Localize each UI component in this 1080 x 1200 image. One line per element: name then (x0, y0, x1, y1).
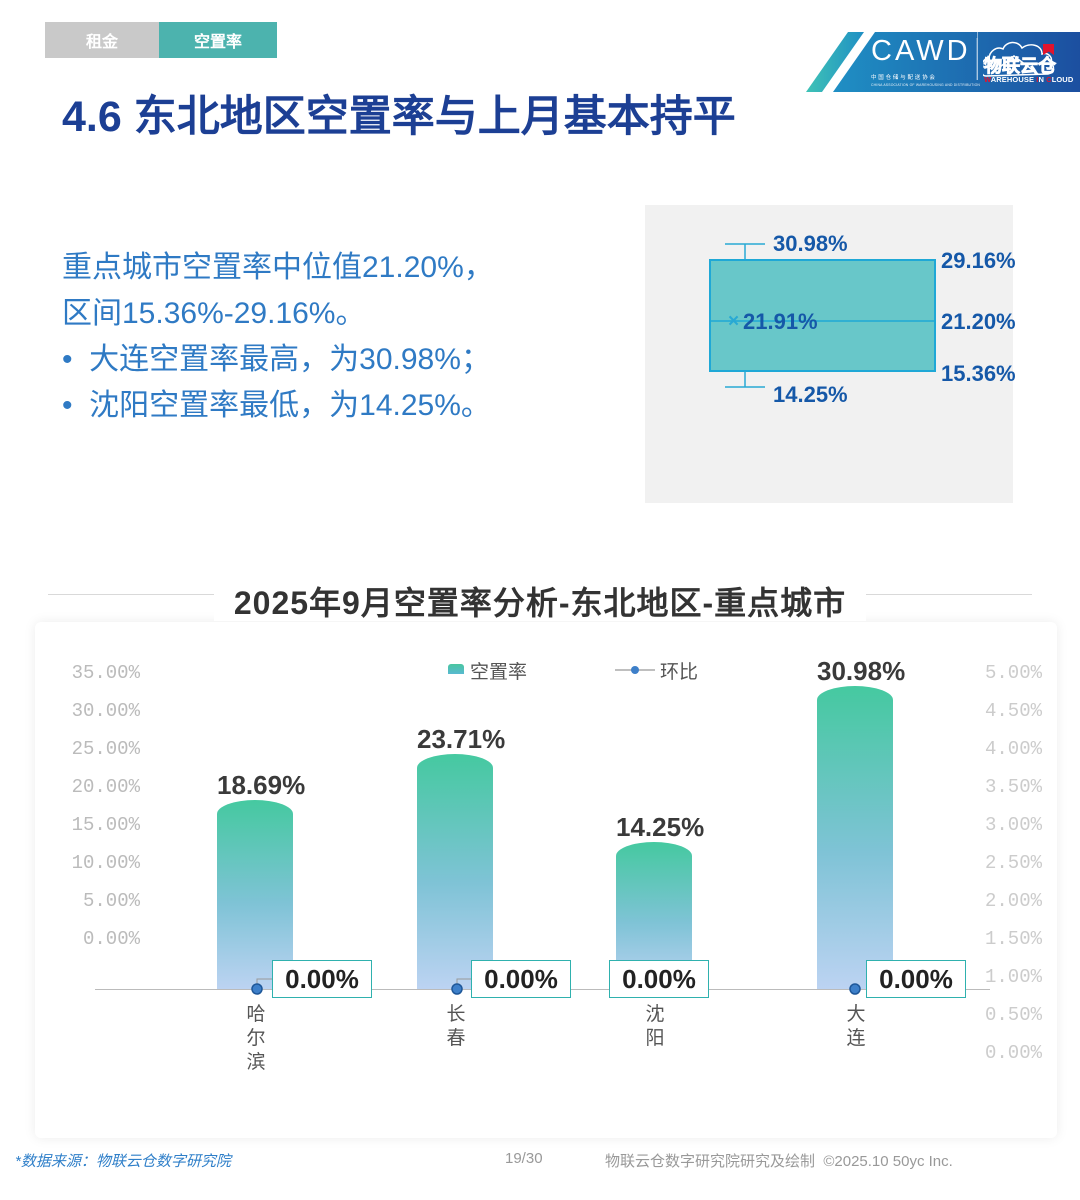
svg-text:×: × (728, 311, 739, 332)
svg-text:29.16%: 29.16% (941, 248, 1016, 273)
svg-text:21.20%: 21.20% (941, 309, 1016, 334)
svg-text:14.25%: 14.25% (773, 382, 848, 407)
svg-text:30.98%: 30.98% (773, 231, 848, 256)
svg-text:15.36%: 15.36% (941, 361, 1016, 386)
svg-text:21.91%: 21.91% (743, 309, 818, 334)
svg-text:物联云仓: 物联云仓 (984, 55, 1057, 76)
